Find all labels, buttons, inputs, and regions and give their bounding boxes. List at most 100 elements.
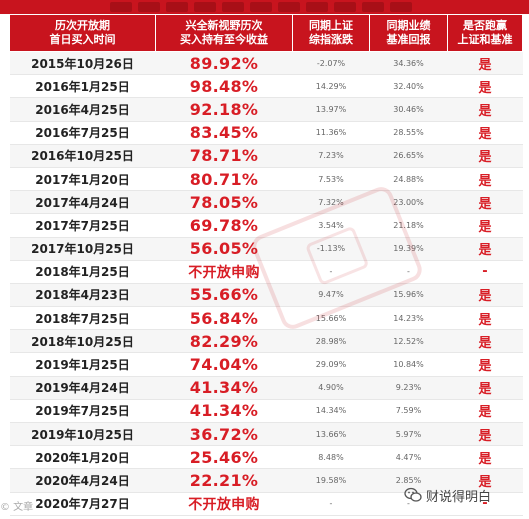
cell-shanghai-change: 15.66%	[292, 306, 370, 331]
cell-open-date: 2018年1月25日	[9, 260, 156, 284]
cell-beat-both: 是	[447, 144, 523, 168]
cell-fund-return: 69.78%	[155, 213, 293, 238]
cell-beat-both: 是	[447, 422, 523, 447]
cell-fund-return: 92.18%	[155, 97, 293, 122]
cell-benchmark-return: -	[369, 260, 448, 284]
cell-fund-return: 41.34%	[155, 399, 293, 424]
cell-shanghai-change: 28.98%	[292, 329, 370, 354]
cell-shanghai-change: 19.58%	[292, 468, 370, 493]
cell-beat-both: -	[447, 260, 523, 284]
cell-benchmark-return: -	[369, 492, 448, 516]
cell-shanghai-change: 13.97%	[292, 97, 370, 122]
cell-beat-both: 是	[447, 468, 523, 493]
cell-benchmark-return: 24.88%	[369, 167, 448, 192]
cell-open-date: 2018年10月25日	[9, 329, 156, 354]
cell-benchmark-return: 14.23%	[369, 306, 448, 331]
title-banner	[0, 0, 529, 14]
table-row: 2016年1月25日 98.48% 14.29% 32.40% 是	[9, 74, 523, 99]
cell-open-date: 2020年7月27日	[9, 492, 156, 516]
cell-fund-return: 78.05%	[155, 190, 293, 215]
cell-benchmark-return: 5.97%	[369, 422, 448, 447]
cell-benchmark-return: 28.55%	[369, 121, 448, 145]
cell-benchmark-return: 7.59%	[369, 399, 448, 424]
cell-beat-both: 是	[447, 97, 523, 122]
cell-benchmark-return: 10.84%	[369, 352, 448, 377]
cell-open-date: 2020年4月24日	[9, 468, 156, 493]
table-row: 2019年4月24日 41.34% 4.90% 9.23% 是	[9, 376, 523, 400]
cell-fund-return: 56.05%	[155, 237, 293, 261]
cell-beat-both: 是	[447, 283, 523, 308]
cell-shanghai-change: -	[292, 260, 370, 284]
cell-fund-return: 22.21%	[155, 468, 293, 493]
cell-beat-both: 是	[447, 237, 523, 261]
cell-fund-return: 83.45%	[155, 121, 293, 145]
cell-beat-both: 是	[447, 51, 523, 76]
table-row: 2017年4月24日 78.05% 7.32% 23.00% 是	[9, 190, 523, 215]
cell-open-date: 2016年1月25日	[9, 74, 156, 99]
cell-open-date: 2015年10月26日	[9, 51, 156, 76]
cell-benchmark-return: 30.46%	[369, 97, 448, 122]
cell-open-date: 2019年7月25日	[9, 399, 156, 424]
cell-fund-return: 78.71%	[155, 144, 293, 168]
cell-open-date: 2017年1月20日	[9, 167, 156, 192]
table-row: 2018年7月25日 56.84% 15.66% 14.23% 是	[9, 306, 523, 331]
header-beat-both: 是否跑赢 上证和基准	[447, 14, 523, 52]
cell-benchmark-return: 15.96%	[369, 283, 448, 308]
cell-fund-return: 55.66%	[155, 283, 293, 308]
cell-shanghai-change: 29.09%	[292, 352, 370, 377]
cell-benchmark-return: 12.52%	[369, 329, 448, 354]
table-row: 2017年1月20日 80.71% 7.53% 24.88% 是	[9, 167, 523, 192]
cell-open-date: 2018年7月25日	[9, 306, 156, 331]
cell-shanghai-change: -2.07%	[292, 51, 370, 76]
table-row: 2019年7月25日 41.34% 14.34% 7.59% 是	[9, 399, 523, 424]
header-shanghai-change: 同期上证 综指涨跌	[292, 14, 370, 52]
cell-beat-both: 是	[447, 376, 523, 400]
cell-benchmark-return: 34.36%	[369, 51, 448, 76]
table-row: 2019年1月25日 74.04% 29.09% 10.84% 是	[9, 352, 523, 377]
cell-benchmark-return: 9.23%	[369, 376, 448, 400]
cell-fund-return: 80.71%	[155, 167, 293, 192]
cell-shanghai-change: 14.34%	[292, 399, 370, 424]
cell-shanghai-change: 8.48%	[292, 445, 370, 470]
cell-shanghai-change: 13.66%	[292, 422, 370, 447]
cell-benchmark-return: 19.39%	[369, 237, 448, 261]
watermark-account: 财说得明白	[404, 485, 491, 505]
cell-shanghai-change: -1.13%	[292, 237, 370, 261]
cell-shanghai-change: 11.36%	[292, 121, 370, 145]
cell-beat-both: 是	[447, 445, 523, 470]
cell-fund-return: 不开放申购	[155, 492, 293, 516]
cell-open-date: 2017年10月25日	[9, 237, 156, 261]
cell-open-date: 2018年4月23日	[9, 283, 156, 308]
table-row: 2018年10月25日 82.29% 28.98% 12.52% 是	[9, 329, 523, 354]
cell-fund-return: 98.48%	[155, 74, 293, 99]
cell-shanghai-change: 7.53%	[292, 167, 370, 192]
cell-shanghai-change: 7.23%	[292, 144, 370, 168]
cell-shanghai-change: 9.47%	[292, 283, 370, 308]
table-row: 2020年7月27日 不开放申购 - - -	[9, 492, 523, 516]
table-row: 2020年4月24日 22.21% 19.58% 2.85% 是	[9, 468, 523, 493]
cell-open-date: 2019年4月24日	[9, 376, 156, 400]
cell-open-date: 2016年7月25日	[9, 121, 156, 145]
cell-open-date: 2017年4月24日	[9, 190, 156, 215]
returns-table: 历次开放期 首日买入时间 兴全新视野历次 买入持有至今收益 同期上证 综指涨跌 …	[9, 14, 523, 516]
header-fund-return: 兴全新视野历次 买入持有至今收益	[155, 14, 293, 52]
table-row: 2015年10月26日 89.92% -2.07% 34.36% 是	[9, 51, 523, 76]
header-open-date: 历次开放期 首日买入时间	[9, 14, 156, 52]
table-row: 2019年10月25日 36.72% 13.66% 5.97% 是	[9, 422, 523, 447]
table-row: 2016年7月25日 83.45% 11.36% 28.55% 是	[9, 121, 523, 145]
table-row: 2017年7月25日 69.78% 3.54% 21.18% 是	[9, 213, 523, 238]
table-header-row: 历次开放期 首日买入时间 兴全新视野历次 买入持有至今收益 同期上证 综指涨跌 …	[9, 14, 523, 52]
cell-benchmark-return: 4.47%	[369, 445, 448, 470]
cell-open-date: 2019年1月25日	[9, 352, 156, 377]
cell-open-date: 2017年7月25日	[9, 213, 156, 238]
cell-beat-both: 是	[447, 329, 523, 354]
cell-shanghai-change: 14.29%	[292, 74, 370, 99]
table-row: 2020年1月20日 25.46% 8.48% 4.47% 是	[9, 445, 523, 470]
cell-beat-both: 是	[447, 399, 523, 424]
cell-open-date: 2016年10月25日	[9, 144, 156, 168]
cell-shanghai-change: 3.54%	[292, 213, 370, 238]
table-row: 2016年4月25日 92.18% 13.97% 30.46% 是	[9, 97, 523, 122]
table-body: 2015年10月26日 89.92% -2.07% 34.36% 是 2016年1月25日…	[9, 51, 523, 516]
table-row: 2017年10月25日 56.05% -1.13% 19.39% 是	[9, 237, 523, 261]
